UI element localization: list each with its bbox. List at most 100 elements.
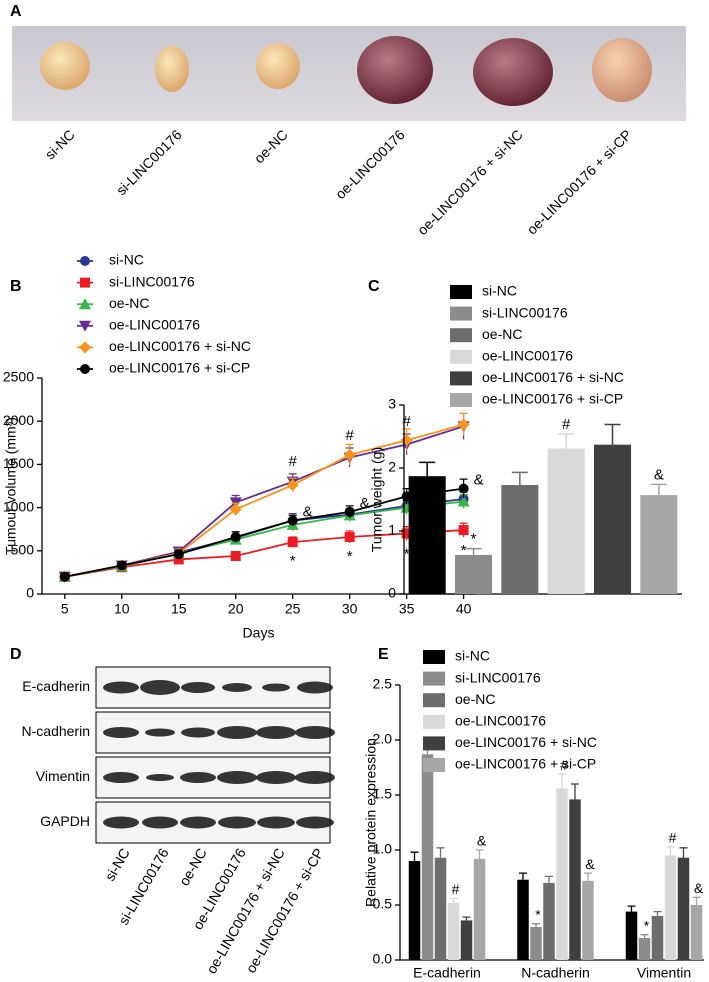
significance-label: # bbox=[560, 757, 568, 773]
legend-label: oe-NC bbox=[455, 691, 495, 707]
bar bbox=[454, 554, 493, 594]
error-bar bbox=[571, 783, 579, 800]
marker bbox=[230, 531, 241, 542]
bar bbox=[569, 799, 581, 960]
bar bbox=[547, 448, 585, 594]
blot-band bbox=[256, 771, 296, 784]
y-tick-label: 1.0 bbox=[373, 841, 393, 857]
error-bar bbox=[475, 849, 484, 859]
legend-label: oe-LINC00176 + si-NC bbox=[482, 369, 624, 385]
legend-swatch bbox=[423, 714, 445, 729]
blot-band bbox=[180, 816, 216, 829]
bar bbox=[664, 855, 677, 960]
bar bbox=[530, 927, 542, 960]
bar bbox=[582, 880, 594, 960]
y-tick-label: 2000 bbox=[3, 412, 34, 428]
significance-label: & bbox=[474, 472, 484, 489]
marker bbox=[343, 448, 356, 461]
marker bbox=[173, 549, 184, 560]
y-tick-label: 0.5 bbox=[373, 896, 393, 912]
y-tick-label: 2.0 bbox=[373, 731, 393, 747]
marker bbox=[457, 418, 470, 431]
tumor bbox=[40, 42, 90, 90]
legend-label: si-LINC00176 bbox=[455, 669, 541, 685]
legend-label: oe-LINC00176 + si-NC bbox=[109, 338, 251, 354]
marker bbox=[229, 503, 242, 516]
legend-label: oe-LINC00176 + si-CP bbox=[482, 391, 623, 407]
tumor bbox=[256, 43, 300, 89]
marker bbox=[79, 298, 91, 310]
significance-label: & bbox=[654, 466, 664, 483]
blot-band bbox=[256, 726, 296, 739]
legend-swatch bbox=[423, 758, 445, 772]
tumor bbox=[473, 38, 553, 106]
bar bbox=[421, 754, 434, 960]
marker bbox=[457, 495, 470, 507]
marker bbox=[80, 277, 90, 288]
x-tick-label: 40 bbox=[456, 601, 472, 617]
x-tick-label: Vimentin bbox=[637, 965, 691, 981]
blot-band bbox=[180, 772, 216, 783]
legend-label: si-LINC00176 bbox=[109, 273, 195, 289]
marker bbox=[286, 479, 299, 492]
blot-band bbox=[217, 771, 257, 784]
panel-label: C bbox=[368, 278, 380, 295]
sample-label: si-LINC00176 bbox=[113, 126, 185, 198]
error-bar bbox=[410, 851, 419, 861]
legend-swatch bbox=[423, 671, 445, 686]
legend-label: si-NC bbox=[482, 283, 517, 299]
marker bbox=[230, 550, 241, 561]
error-bar bbox=[558, 773, 566, 789]
blot-band bbox=[222, 683, 252, 692]
x-tick-label: 5 bbox=[61, 601, 69, 617]
protein-label: GAPDH bbox=[40, 813, 90, 829]
bar bbox=[434, 857, 447, 960]
bar bbox=[473, 858, 486, 960]
blot-band bbox=[218, 816, 256, 829]
x-axis-label: Days bbox=[243, 625, 275, 641]
bar bbox=[408, 476, 446, 594]
blot-band bbox=[145, 728, 175, 737]
error-bar bbox=[558, 433, 575, 449]
blot-band bbox=[103, 727, 139, 738]
significance-label: # bbox=[402, 413, 411, 430]
sample-label: oe-LINC00176 + si-CP bbox=[242, 845, 326, 975]
significance-label: # bbox=[562, 416, 571, 433]
error-bar bbox=[532, 923, 540, 927]
marker bbox=[80, 364, 90, 374]
error-bar bbox=[679, 847, 688, 858]
y-tick-label: 1000 bbox=[3, 498, 34, 514]
blot-band bbox=[296, 816, 334, 829]
error-bar bbox=[666, 846, 675, 856]
significance-label: * bbox=[404, 545, 410, 562]
legend-label: si-NC bbox=[455, 648, 490, 664]
legend-swatch bbox=[450, 328, 472, 343]
x-tick-label: E-cadherin bbox=[413, 965, 481, 981]
sample-label: oe-LINC00176 + si-CP bbox=[524, 126, 635, 237]
legend-swatch bbox=[423, 736, 445, 751]
y-tick-label: 1500 bbox=[3, 455, 34, 471]
x-tick-label: 35 bbox=[399, 601, 415, 617]
bar bbox=[690, 905, 703, 960]
significance-label: # bbox=[669, 829, 677, 845]
bar bbox=[460, 920, 473, 960]
y-tick-label: 0.0 bbox=[373, 951, 393, 967]
y-tick-label: 1 bbox=[388, 522, 396, 538]
marker bbox=[79, 320, 91, 332]
significance-label: # bbox=[452, 881, 460, 897]
y-axis-label: Relative protein expression bbox=[363, 738, 379, 907]
panel-label: D bbox=[10, 646, 22, 663]
legend-label: oe-NC bbox=[482, 326, 522, 342]
significance-label: & bbox=[694, 880, 704, 896]
legend-swatch bbox=[423, 650, 445, 664]
marker bbox=[344, 531, 355, 542]
legend-label: si-LINC00176 bbox=[482, 304, 568, 320]
error-bar bbox=[419, 461, 436, 477]
panel-label: E bbox=[378, 646, 389, 663]
legend-label: si-NC bbox=[109, 252, 144, 268]
marker bbox=[287, 515, 298, 526]
blot-band bbox=[103, 772, 139, 783]
y-axis-label: Tumour volume (mm³) bbox=[3, 417, 19, 555]
blot-band bbox=[262, 683, 290, 692]
error-bar bbox=[462, 916, 471, 921]
